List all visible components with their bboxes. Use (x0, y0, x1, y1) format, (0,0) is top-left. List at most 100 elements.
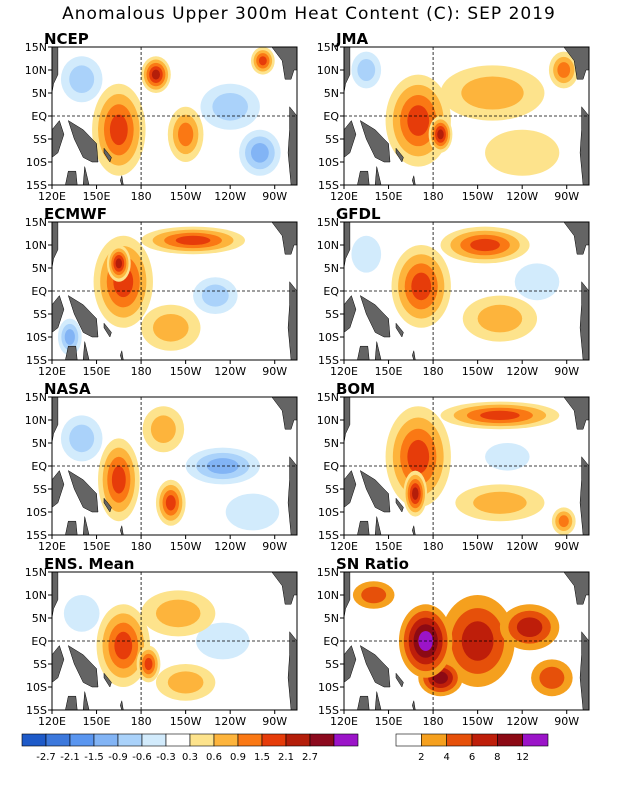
lon-tick-label: 120E (38, 365, 66, 378)
anomaly-region (201, 284, 229, 307)
lat-tick-label: 5S (325, 133, 339, 146)
lon-tick-label: 150W (462, 540, 494, 553)
lon-tick-label: 150W (170, 190, 202, 203)
panel-title: NCEP (44, 30, 89, 48)
anomaly-region (557, 62, 571, 78)
land-mass (579, 106, 589, 185)
colorbar-label: 0.9 (230, 752, 246, 763)
lon-tick-label: 180 (423, 365, 444, 378)
panel-title: ENS. Mean (44, 555, 135, 573)
land-mass (120, 350, 124, 360)
anomaly-region (258, 56, 267, 66)
lat-tick-label: 10S (318, 506, 339, 519)
lat-tick-label: 15N (317, 43, 339, 54)
colorbar-swatch (285, 733, 311, 747)
anomaly-region (473, 491, 527, 514)
anomaly-region (151, 69, 160, 80)
lat-tick-label: 15N (25, 568, 47, 579)
lat-tick-label: 5N (324, 87, 339, 100)
lat-tick-label: 10S (26, 681, 47, 694)
land-mass (395, 147, 404, 163)
anomaly-region (461, 76, 524, 110)
lon-tick-label: 180 (423, 715, 444, 728)
land-mass (82, 341, 90, 360)
land-mass (412, 175, 416, 185)
lon-tick-label: 150W (462, 190, 494, 203)
lon-tick-label: 120E (38, 190, 66, 203)
anomaly-region (250, 142, 269, 163)
sn-colorbar-label: 4 (443, 752, 449, 763)
lat-tick-label: EQ (31, 460, 47, 473)
land-mass (103, 497, 112, 513)
land-mass (120, 700, 124, 710)
sn-colorbar-swatch (497, 733, 523, 747)
lat-tick-label: 5S (33, 308, 47, 321)
anomaly-region (437, 129, 444, 140)
sn-colorbar-swatch (395, 733, 422, 747)
land-mass (82, 166, 90, 185)
lat-tick-label: 5S (33, 658, 47, 671)
anomaly-region (480, 410, 520, 420)
land-mass (374, 166, 382, 185)
lon-tick-label: 120W (214, 190, 246, 203)
lat-tick-label: 10S (26, 156, 47, 169)
land-mass (287, 631, 297, 710)
land-mass (357, 170, 370, 185)
land-mass (252, 222, 297, 255)
land-mass (52, 120, 65, 158)
colorbar-swatch (189, 733, 215, 747)
land-mass (344, 120, 357, 158)
lat-tick-label: 5S (325, 483, 339, 496)
colorbar-swatch (333, 733, 359, 747)
lat-tick-label: 5N (324, 262, 339, 275)
lon-tick-label: 150E (375, 715, 403, 728)
colorbar-swatch (309, 733, 335, 747)
land-mass (412, 700, 416, 710)
land-mass (82, 516, 90, 535)
land-mass (52, 645, 65, 683)
lat-tick-label: EQ (31, 635, 47, 648)
lat-tick-label: EQ (323, 460, 339, 473)
lat-tick-label: EQ (31, 110, 47, 123)
land-mass (65, 345, 78, 360)
lon-tick-label: 150W (170, 715, 202, 728)
colorbar-label: -0.3 (156, 752, 176, 763)
lon-tick-label: 150W (170, 540, 202, 553)
anomaly-region (150, 415, 176, 443)
colorbar-label: 2.1 (278, 752, 294, 763)
colorbar-label: 1.5 (254, 752, 270, 763)
anomaly-region (407, 439, 430, 474)
lon-tick-label: 180 (131, 540, 152, 553)
lon-tick-label: 90W (554, 715, 579, 728)
colorbar-label: -1.5 (84, 752, 104, 763)
panel-title: ECMWF (44, 205, 107, 223)
lat-tick-label: 10N (25, 589, 47, 602)
anomaly-region (144, 657, 153, 671)
colorbar-label: -2.1 (60, 752, 80, 763)
land-mass (67, 120, 99, 163)
anomaly-region (63, 595, 100, 632)
anomaly-region (111, 466, 126, 494)
lat-tick-label: 10N (25, 239, 47, 252)
anomaly-region (167, 671, 204, 694)
lat-tick-label: 15S (318, 529, 339, 542)
land-mass (579, 456, 589, 535)
lat-tick-label: 15N (25, 218, 47, 229)
colorbar-swatch (45, 733, 71, 747)
land-mass (374, 516, 382, 535)
lon-tick-label: 120W (214, 365, 246, 378)
land-mass (357, 345, 370, 360)
sn-colorbar-swatch (446, 733, 473, 747)
land-mass (52, 572, 59, 619)
lat-tick-label: 15N (317, 568, 339, 579)
lon-tick-label: 120E (38, 715, 66, 728)
land-mass (287, 456, 297, 535)
sn-colorbar-swatch (421, 733, 447, 747)
sn-colorbar-label: 6 (469, 752, 475, 763)
land-mass (65, 170, 78, 185)
colorbar-label: 2.7 (302, 752, 318, 763)
land-mass (579, 631, 589, 710)
